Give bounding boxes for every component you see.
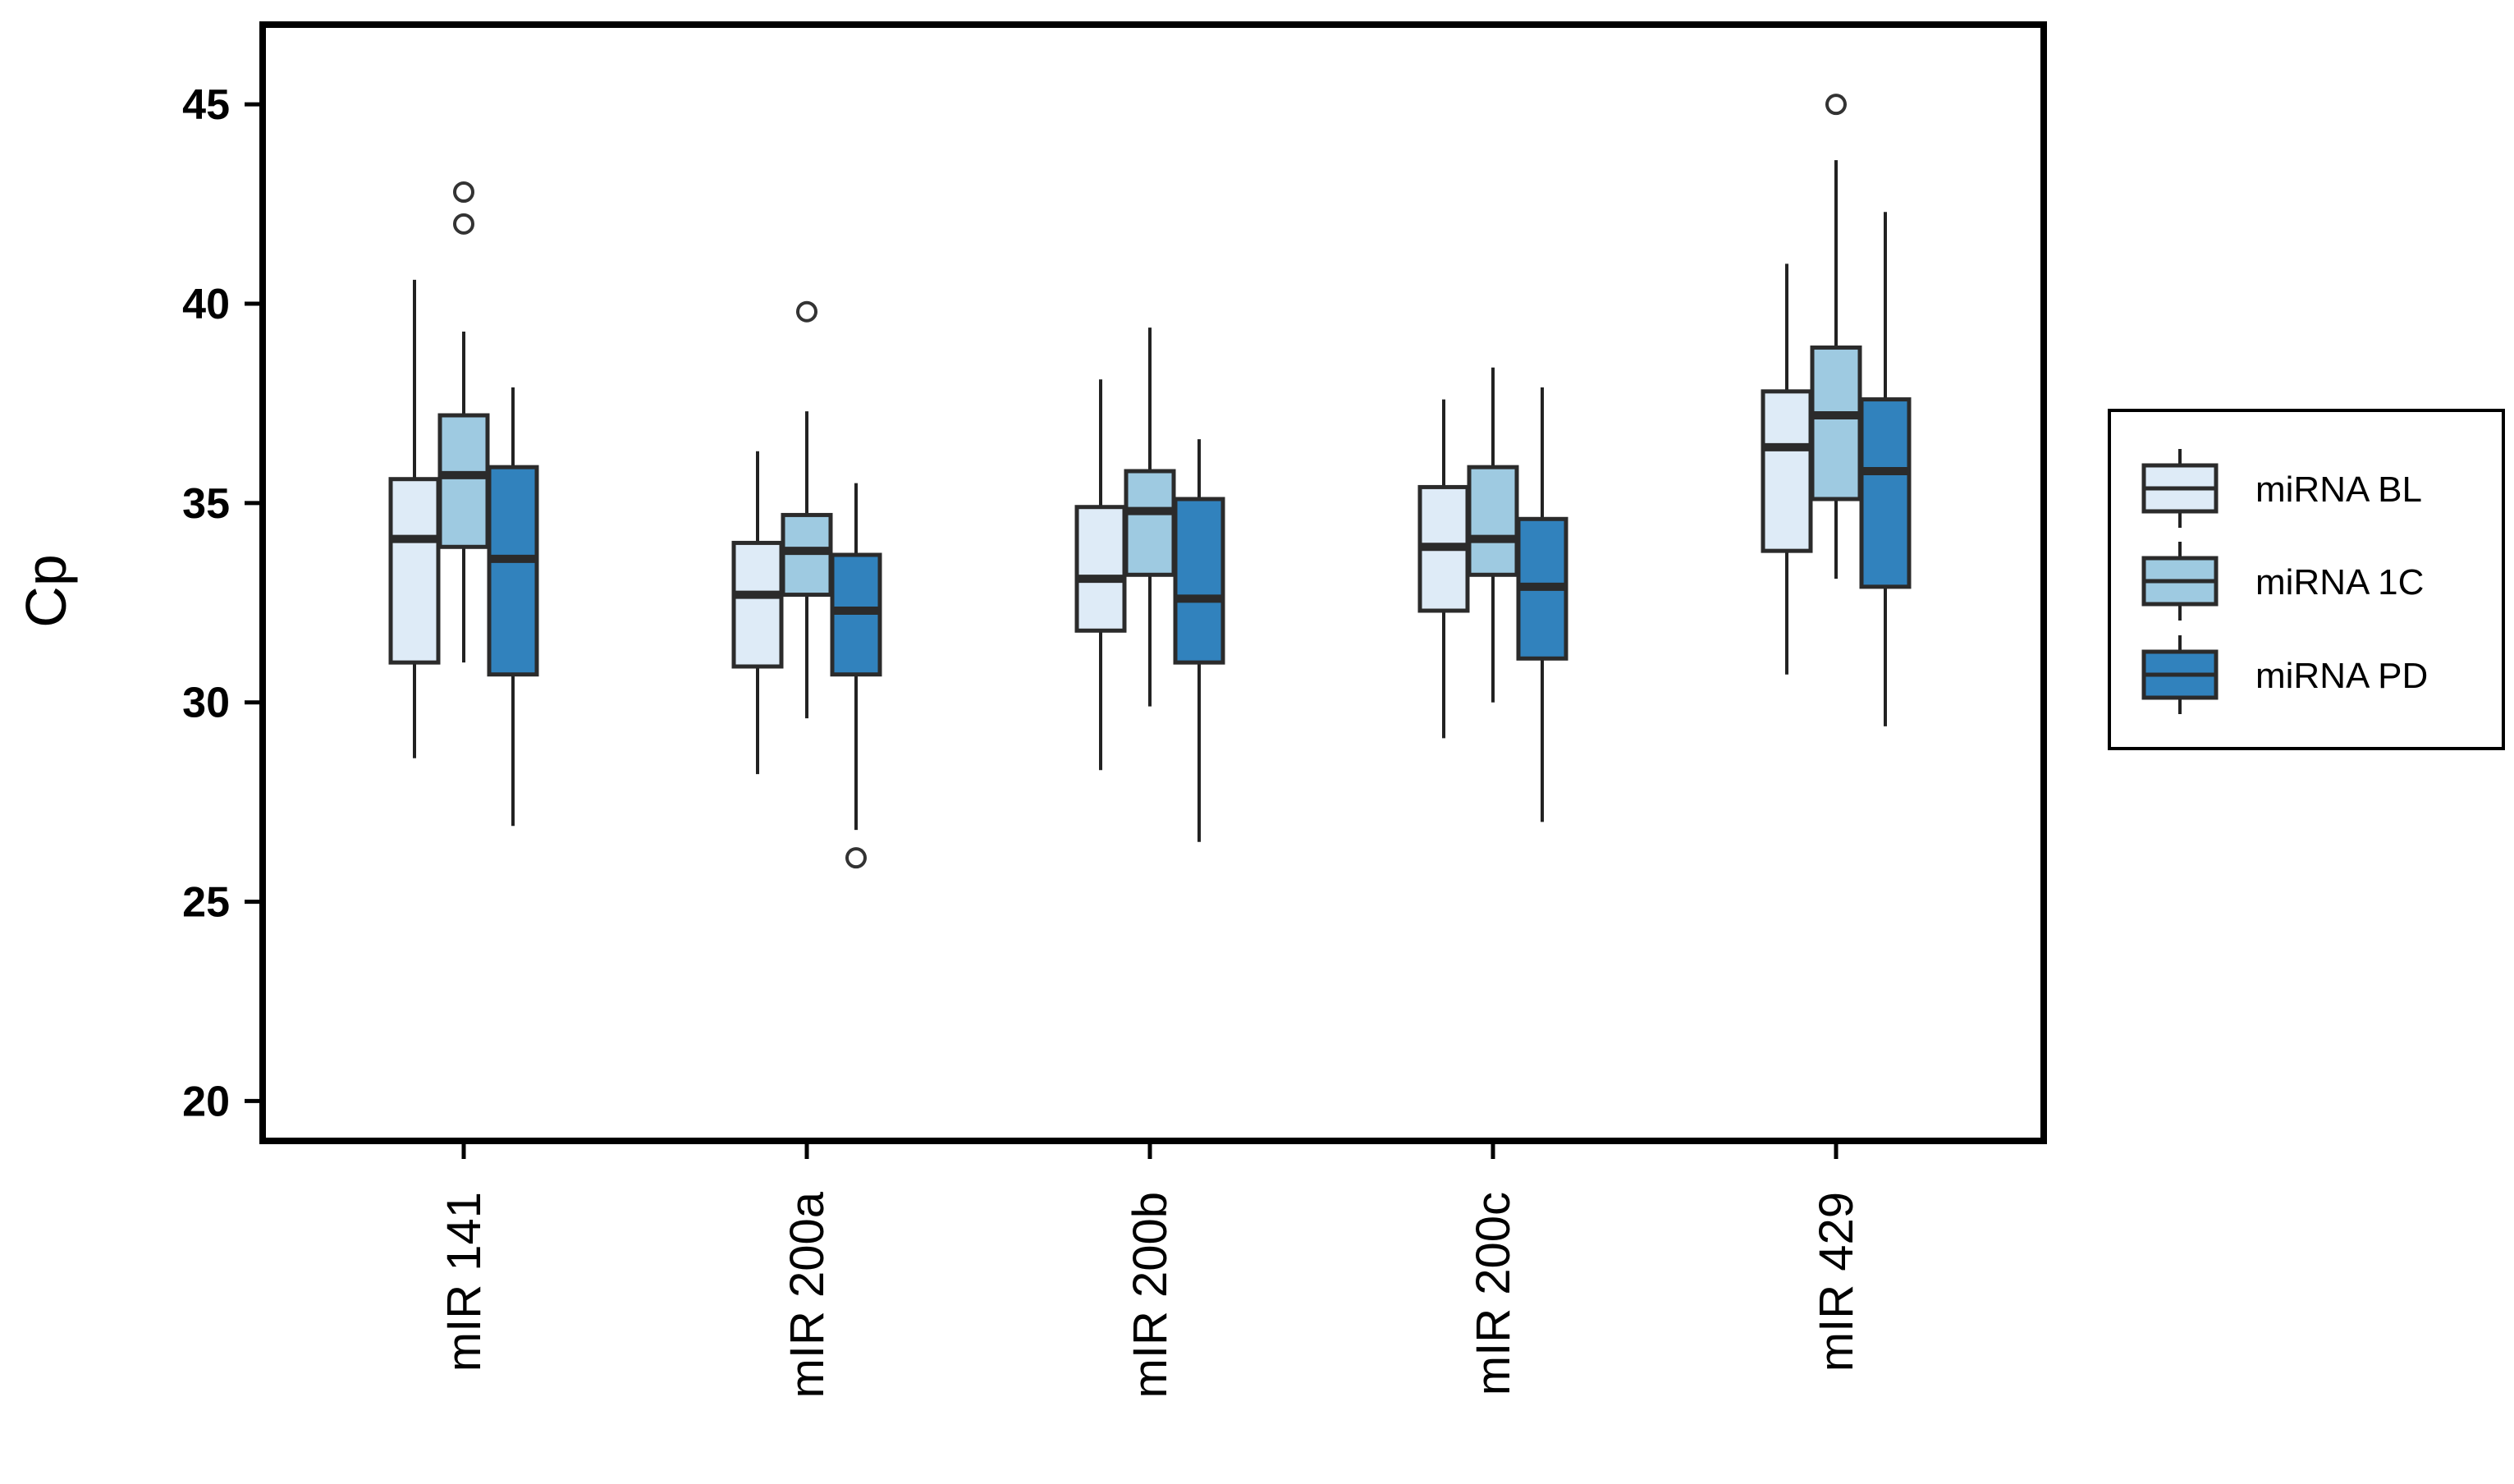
- box-body: [1124, 469, 1176, 577]
- box-body: [731, 540, 784, 669]
- box-mirna-pd: [487, 387, 539, 827]
- y-axis-label: Cp: [14, 554, 78, 627]
- y-axis: 20 25 30 35 40 45: [182, 81, 263, 1125]
- legend-item: miRNA PD: [2141, 635, 2428, 714]
- box-body: [1173, 497, 1225, 665]
- legend-item: miRNA 1C: [2141, 542, 2424, 621]
- y-tick-label: 40: [182, 281, 230, 328]
- x-tick-label: mIR 141: [437, 1192, 491, 1372]
- box-body: [1859, 397, 1912, 589]
- box-mirna-1c: [781, 300, 833, 719]
- x-tick-label: mIR 200b: [1124, 1192, 1177, 1398]
- box-body: [437, 413, 490, 549]
- legend-label: miRNA 1C: [2255, 562, 2424, 602]
- x-axis: mIR 141 mIR 200a mIR 200b mIR 200c mIR 429: [437, 1141, 1863, 1398]
- box-body: [487, 465, 539, 677]
- legend: miRNA BL miRNA 1C miRNA PD: [2108, 409, 2505, 750]
- x-tick-label: mIR 200a: [781, 1191, 834, 1398]
- box-mirna-1c: [1810, 94, 1862, 579]
- outlier-point: [453, 213, 474, 235]
- outlier-point: [845, 847, 867, 869]
- box-mirna-1c: [437, 181, 490, 663]
- y-tick-label: 45: [182, 81, 230, 129]
- box-body: [388, 477, 441, 665]
- box-body: [1810, 345, 1862, 502]
- plot-frame: [259, 21, 2047, 1144]
- box-body: [1074, 505, 1127, 633]
- outlier-point: [453, 181, 474, 203]
- box-mirna-pd: [1516, 387, 1568, 822]
- box-mirna-bl: [731, 451, 784, 775]
- y-tick-label: 35: [182, 480, 230, 528]
- y-tick-label: 20: [182, 1078, 230, 1125]
- box-body: [1761, 389, 1813, 553]
- box-mirna-1c: [1124, 327, 1176, 707]
- box-mirna-pd: [1859, 212, 1912, 726]
- box-groups: [388, 94, 1912, 869]
- box-mirna-bl: [1074, 379, 1127, 771]
- outlier-point: [796, 300, 817, 323]
- outlier-point: [1825, 94, 1847, 116]
- y-tick-label: 30: [182, 680, 230, 727]
- box-mirna-1c: [1467, 367, 1519, 703]
- box-mirna-bl: [388, 279, 441, 758]
- box-mirna-bl: [1417, 399, 1470, 739]
- box-mirna-bl: [1761, 263, 1813, 675]
- legend-item: miRNA BL: [2141, 449, 2422, 528]
- legend-label: miRNA PD: [2255, 656, 2428, 696]
- box-body: [1467, 465, 1519, 577]
- box-mirna-pd: [830, 483, 882, 869]
- box-mirna-pd: [1173, 439, 1225, 842]
- legend-label: miRNA BL: [2255, 469, 2422, 510]
- y-tick-label: 25: [182, 879, 230, 927]
- x-tick-label: mIR 429: [1810, 1192, 1863, 1372]
- x-tick-label: mIR 200c: [1467, 1192, 1520, 1395]
